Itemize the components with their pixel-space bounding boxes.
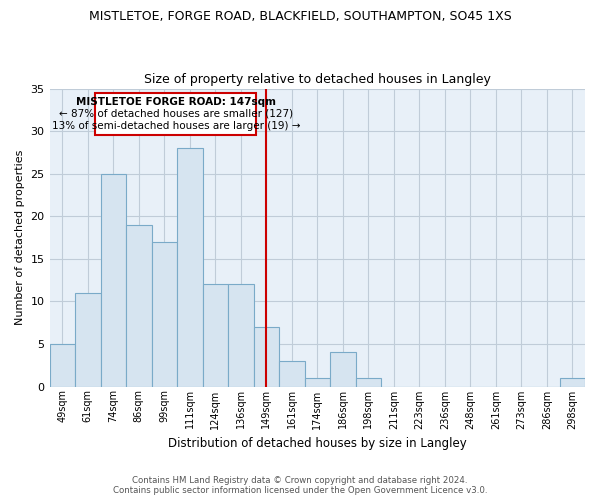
Bar	[560, 378, 585, 386]
Bar	[50, 344, 75, 387]
Bar	[75, 293, 101, 386]
Bar	[101, 174, 126, 386]
Bar	[330, 352, 356, 386]
Title: Size of property relative to detached houses in Langley: Size of property relative to detached ho…	[144, 73, 491, 86]
Bar	[177, 148, 203, 386]
Text: MISTLETOE, FORGE ROAD, BLACKFIELD, SOUTHAMPTON, SO45 1XS: MISTLETOE, FORGE ROAD, BLACKFIELD, SOUTH…	[89, 10, 511, 23]
Text: MISTLETOE FORGE ROAD: 147sqm: MISTLETOE FORGE ROAD: 147sqm	[76, 97, 276, 107]
Bar	[279, 361, 305, 386]
Text: 13% of semi-detached houses are larger (19) →: 13% of semi-detached houses are larger (…	[52, 121, 300, 131]
Y-axis label: Number of detached properties: Number of detached properties	[15, 150, 25, 325]
Bar	[152, 242, 177, 386]
FancyBboxPatch shape	[95, 93, 256, 136]
X-axis label: Distribution of detached houses by size in Langley: Distribution of detached houses by size …	[168, 437, 467, 450]
Bar	[228, 284, 254, 386]
Bar	[126, 225, 152, 386]
Bar	[203, 284, 228, 386]
Bar	[254, 327, 279, 386]
Bar	[356, 378, 381, 386]
Text: Contains HM Land Registry data © Crown copyright and database right 2024.
Contai: Contains HM Land Registry data © Crown c…	[113, 476, 487, 495]
Text: ← 87% of detached houses are smaller (127): ← 87% of detached houses are smaller (12…	[59, 109, 293, 119]
Bar	[305, 378, 330, 386]
